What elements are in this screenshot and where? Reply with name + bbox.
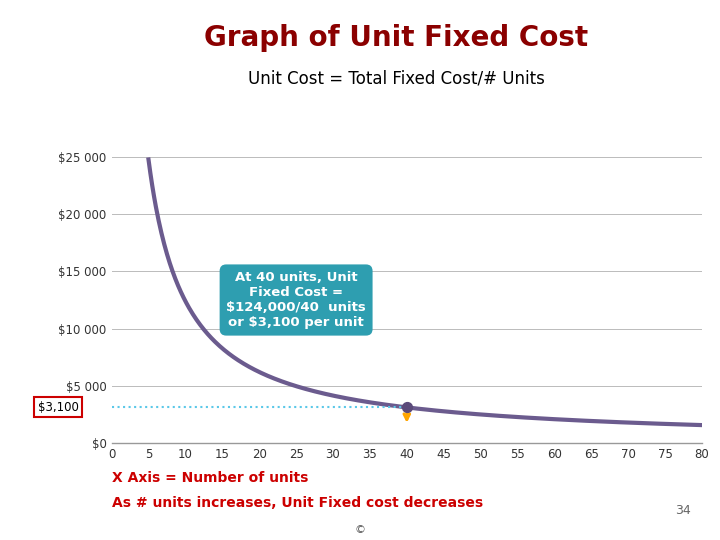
Point (401, 403, 413, 411)
Text: Graph of Unit Fixed Cost: Graph of Unit Fixed Cost (204, 24, 588, 52)
Text: $3,100: $3,100 (38, 401, 79, 414)
Text: Unit Cost = Total Fixed Cost/# Units: Unit Cost = Total Fixed Cost/# Units (248, 69, 544, 87)
Text: ©: © (354, 525, 366, 535)
Text: At 40 units, Unit
Fixed Cost =
$124,000/40  units
or $3,100 per unit: At 40 units, Unit Fixed Cost = $124,000/… (226, 271, 366, 329)
Text: 34: 34 (675, 504, 691, 517)
Text: As # units increases, Unit Fixed cost decreases: As # units increases, Unit Fixed cost de… (112, 496, 482, 510)
Text: X Axis = Number of units: X Axis = Number of units (112, 471, 308, 485)
